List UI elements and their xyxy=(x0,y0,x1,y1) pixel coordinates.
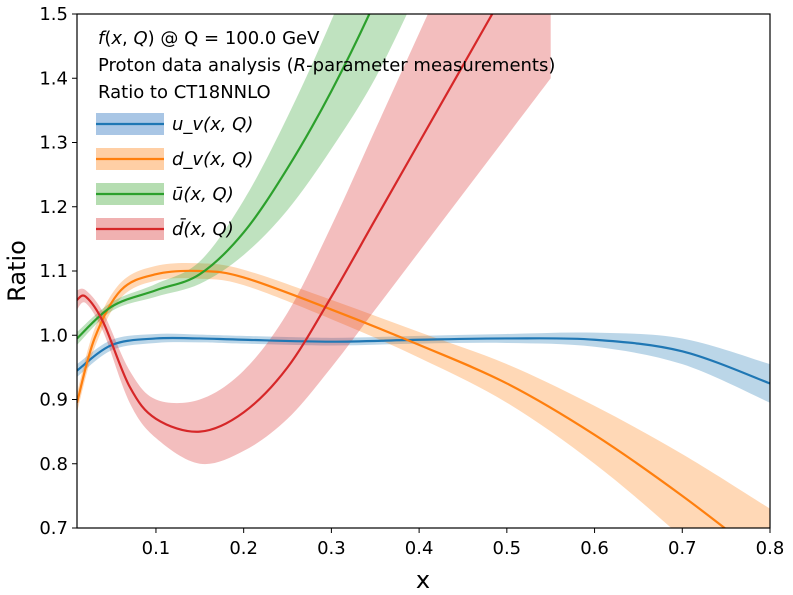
y-tick-label: 1.4 xyxy=(39,68,68,89)
band-ubar-x-q- xyxy=(77,14,407,345)
x-tick-label: 0.6 xyxy=(580,538,609,559)
line-ubar-x-q- xyxy=(77,14,371,340)
legend-item: d_v(x, Q) xyxy=(96,148,253,170)
y-tick-label: 1.2 xyxy=(39,197,68,218)
x-tick-label: 0.5 xyxy=(493,538,522,559)
y-tick-label: 1.5 xyxy=(39,4,68,25)
x-tick-label: 0.1 xyxy=(142,538,171,559)
y-axis-label: Ratio xyxy=(3,240,31,302)
band-d-v-x-q- xyxy=(77,262,770,528)
legend-label: ū(x, Q) xyxy=(172,184,234,205)
y-tick-label: 1.0 xyxy=(39,325,68,346)
x-tick-label: 0.3 xyxy=(317,538,346,559)
y-tick-label: 0.9 xyxy=(39,390,68,411)
annotation-block: f(x, Q) @ Q = 100.0 GeV Proton data anal… xyxy=(98,28,555,103)
y-tick-label: 1.3 xyxy=(39,133,68,154)
line-d-v-x-q- xyxy=(77,269,727,528)
series-lines xyxy=(77,14,770,528)
annotation-ratio: Ratio to CT18NNLO xyxy=(98,82,271,103)
x-tick-label: 0.7 xyxy=(668,538,697,559)
x-tick-label: 0.4 xyxy=(405,538,434,559)
legend-item: ū(x, Q) xyxy=(96,183,234,205)
legend-label: d_v(x, Q) xyxy=(172,149,253,170)
y-tick-label: 1.1 xyxy=(39,261,68,282)
x-axis-label: x xyxy=(416,566,430,594)
legend: u_v(x, Q) d_v(x, Q) ū(x, Q) d̄(x, Q) xyxy=(96,113,253,240)
y-tick-label: 0.8 xyxy=(39,454,68,475)
y-axis-ticks: 0.7 0.8 0.9 1.0 1.1 1.2 1.3 1.4 1.5 xyxy=(39,4,77,539)
y-tick-label: 0.7 xyxy=(39,518,68,539)
line-dbar-x-q- xyxy=(77,14,494,433)
x-tick-label: 0.8 xyxy=(756,538,785,559)
x-tick-label: 0.2 xyxy=(229,538,258,559)
x-axis-ticks: 0.1 0.2 0.3 0.4 0.5 0.6 0.7 0.8 xyxy=(142,528,785,559)
legend-label: u_v(x, Q) xyxy=(172,114,253,135)
legend-item: u_v(x, Q) xyxy=(96,113,253,135)
legend-label: d̄(x, Q) xyxy=(172,218,234,240)
legend-item: d̄(x, Q) xyxy=(96,218,234,240)
annotation-scale: f(x, Q) @ Q = 100.0 GeV xyxy=(98,28,320,49)
line-u-v-x-q- xyxy=(77,336,770,385)
band-dbar-x-q- xyxy=(77,14,551,465)
annotation-dataset: Proton data analysis (R-parameter measur… xyxy=(98,55,555,76)
